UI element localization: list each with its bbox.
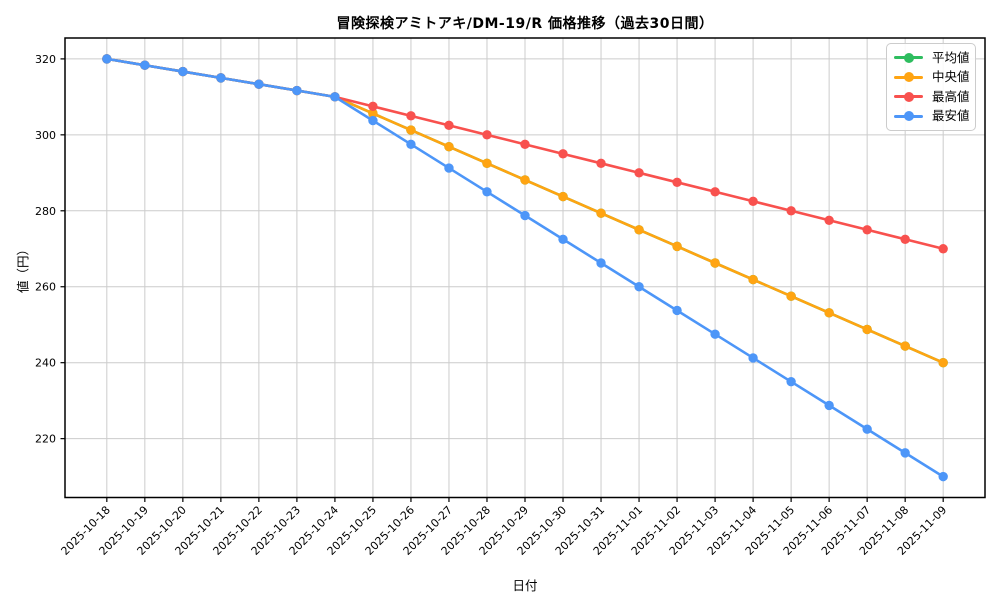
y-tick-label: 300 <box>35 129 56 142</box>
data-point-max <box>596 158 606 169</box>
data-point-min <box>938 471 948 482</box>
data-point-max <box>900 234 910 244</box>
legend-item-median: 中央値 <box>894 68 970 88</box>
data-point-min <box>444 163 454 173</box>
data-point-median <box>558 191 568 202</box>
data-point-median <box>634 225 644 235</box>
data-point-max <box>710 187 720 197</box>
data-point-max <box>482 130 492 140</box>
data-point-max <box>558 149 568 159</box>
data-point-median <box>900 341 910 351</box>
y-tick-label: 240 <box>35 357 56 370</box>
legend-item-min: 最安値 <box>894 107 970 127</box>
data-point-min <box>178 66 188 77</box>
chart-title: 冒険探検アミトアキ/DM-19/R 価格推移（過去30日間） <box>336 16 714 32</box>
data-point-median <box>938 357 948 368</box>
data-point-min <box>596 258 606 268</box>
data-point-median <box>862 324 872 335</box>
y-tick-label: 260 <box>35 281 56 294</box>
legend-swatch-mean-icon <box>894 52 923 63</box>
data-point-median <box>710 258 720 268</box>
data-point-min <box>786 376 796 387</box>
data-point-min <box>330 92 340 102</box>
x-axis-label: 日付 <box>512 578 538 593</box>
y-tick-label: 280 <box>35 205 56 218</box>
data-point-min <box>900 448 910 458</box>
data-point-min <box>406 139 416 150</box>
data-point-min <box>862 424 872 434</box>
y-axis-label: 値（円） <box>15 242 31 294</box>
data-point-max <box>748 196 758 206</box>
data-point-median <box>786 291 796 301</box>
legend: 平均値 中央値 最高値 最安値 <box>886 43 976 131</box>
data-point-median <box>672 241 682 252</box>
data-point-median <box>368 108 378 119</box>
data-point-max <box>520 139 530 150</box>
data-point-median <box>406 125 416 135</box>
y-tick-label: 320 <box>35 53 56 66</box>
data-point-median <box>824 308 834 318</box>
data-point-min <box>634 282 644 292</box>
data-point-min <box>368 115 378 126</box>
legend-label-mean: 平均値 <box>932 49 970 65</box>
data-point-min <box>216 73 226 83</box>
data-point-min <box>520 210 530 221</box>
data-point-median <box>596 208 606 218</box>
data-point-median <box>520 175 530 185</box>
data-point-min <box>254 79 264 89</box>
series-min <box>102 54 948 482</box>
data-point-median <box>444 141 454 152</box>
data-point-median <box>482 158 492 169</box>
data-point-max <box>672 177 682 188</box>
data-point-min <box>824 400 834 411</box>
legend-label-max: 最高値 <box>932 88 970 104</box>
data-point-max <box>824 215 834 225</box>
data-point-max <box>786 206 796 216</box>
data-point-max <box>368 101 378 112</box>
data-point-max <box>634 168 644 178</box>
y-tick-label: 220 <box>35 433 56 446</box>
data-point-max <box>938 244 948 254</box>
data-point-min <box>672 305 682 316</box>
data-point-min <box>140 60 150 70</box>
data-point-min <box>748 353 758 363</box>
data-point-min <box>558 234 568 244</box>
legend-swatch-median-icon <box>894 72 923 83</box>
legend-label-min: 最安値 <box>932 108 970 123</box>
data-point-max <box>444 120 454 131</box>
legend-swatch-max-icon <box>894 91 923 102</box>
data-point-max <box>862 225 872 235</box>
data-point-median <box>748 274 758 285</box>
legend-label-median: 中央値 <box>932 69 970 84</box>
data-point-min <box>292 85 302 96</box>
data-point-min <box>710 329 720 339</box>
data-point-max <box>406 111 416 121</box>
legend-item-mean: 平均値 <box>894 48 970 68</box>
data-point-min <box>102 54 112 64</box>
legend-swatch-min-icon <box>894 111 923 122</box>
legend-item-max: 最高値 <box>894 87 970 107</box>
data-point-min <box>482 187 492 197</box>
